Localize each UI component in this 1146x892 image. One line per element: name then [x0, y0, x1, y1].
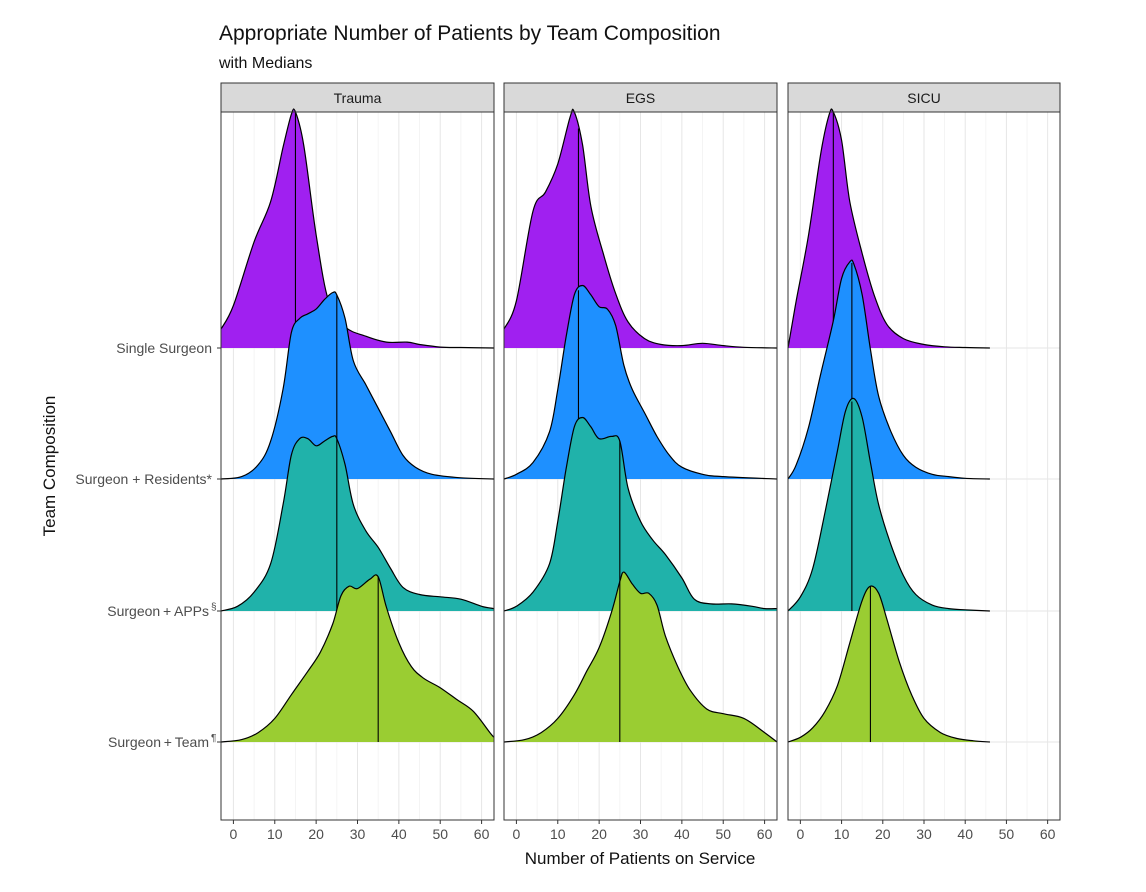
facet-label-trauma: Trauma	[334, 90, 382, 106]
density-outline-sicu-surgeon-team	[787, 585, 990, 743]
x-tick-label: 30	[633, 826, 649, 842]
x-tick-label: 40	[391, 826, 407, 842]
density-outline-trauma-surgeon-team	[220, 574, 495, 743]
x-axis-title: Number of Patients on Service	[525, 849, 756, 868]
y-tick-label: Surgeon + APPs	[107, 603, 209, 619]
y-tick-label: Surgeon + Residents*	[75, 471, 212, 487]
density-fill-trauma-surgeon-residents	[221, 291, 494, 479]
x-tick-label: 60	[474, 826, 490, 842]
x-tick-label: 10	[834, 826, 850, 842]
x-tick-label: 20	[308, 826, 324, 842]
density-fill-trauma-surgeon-team	[221, 574, 494, 742]
chart-title: Appropriate Number of Patients by Team C…	[219, 22, 721, 45]
density-outline-trauma-single-surgeon	[220, 108, 495, 349]
density-fill-trauma-surgeon-apps	[221, 435, 494, 611]
y-tick-label: Surgeon + Team	[108, 734, 209, 750]
x-tick-label: 0	[796, 826, 804, 842]
x-tick-label: 30	[350, 826, 366, 842]
x-tick-label: 0	[230, 826, 238, 842]
density-outline-sicu-surgeon-apps	[787, 397, 990, 612]
facet-label-egs: EGS	[626, 90, 656, 106]
x-tick-label: 60	[1040, 826, 1056, 842]
density-fill-sicu-surgeon-team	[788, 585, 990, 742]
density-fill-sicu-surgeon-residents	[788, 260, 990, 479]
x-tick-label: 20	[591, 826, 607, 842]
y-axis-title: Team Composition	[40, 396, 59, 537]
y-tick-label-superscript: §	[211, 602, 217, 613]
x-tick-label: 50	[432, 826, 448, 842]
density-outline-sicu-single-surgeon	[787, 108, 990, 349]
density-fill-egs-surgeon-residents	[504, 285, 777, 479]
x-tick-label: 40	[674, 826, 690, 842]
density-outline-trauma-surgeon-residents	[220, 291, 495, 480]
density-fill-egs-single-surgeon	[504, 109, 777, 348]
x-tick-label: 0	[513, 826, 521, 842]
density-fill-sicu-surgeon-apps	[788, 398, 990, 611]
x-tick-label: 50	[715, 826, 731, 842]
density-outline-egs-single-surgeon	[503, 108, 778, 349]
x-tick-label: 50	[999, 826, 1015, 842]
x-tick-label: 30	[916, 826, 932, 842]
y-tick-label-superscript: ¶	[211, 733, 216, 744]
chart-subtitle: with Medians	[219, 55, 313, 72]
density-fill-egs-surgeon-apps	[504, 417, 777, 611]
density-outline-sicu-surgeon-residents	[787, 259, 990, 480]
x-tick-label: 10	[267, 826, 283, 842]
facet-strip-egs	[503, 82, 778, 113]
x-tick-label: 10	[550, 826, 566, 842]
y-tick-label: Single Surgeon	[116, 340, 212, 356]
density-fill-egs-surgeon-team	[504, 572, 777, 742]
x-tick-label: 20	[875, 826, 891, 842]
facet-label-sicu: SICU	[907, 90, 940, 106]
density-fill-sicu-single-surgeon	[788, 109, 990, 348]
x-tick-label: 60	[757, 826, 773, 842]
x-tick-label: 40	[957, 826, 973, 842]
density-fill-trauma-single-surgeon	[221, 108, 494, 348]
density-outline-egs-surgeon-team	[503, 571, 778, 743]
density-outline-trauma-surgeon-apps	[220, 435, 495, 612]
facet-strip-trauma	[220, 82, 495, 113]
density-outline-egs-surgeon-residents	[503, 284, 778, 480]
